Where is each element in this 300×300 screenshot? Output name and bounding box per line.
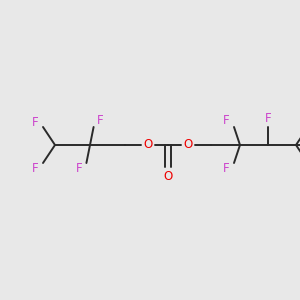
- Text: F: F: [32, 116, 38, 128]
- Text: F: F: [97, 115, 104, 128]
- Text: F: F: [223, 115, 229, 128]
- Text: F: F: [223, 163, 229, 176]
- Text: O: O: [164, 170, 172, 184]
- Text: F: F: [265, 112, 271, 124]
- Text: O: O: [143, 139, 153, 152]
- Text: F: F: [32, 161, 38, 175]
- Text: F: F: [76, 163, 83, 176]
- Text: O: O: [183, 139, 193, 152]
